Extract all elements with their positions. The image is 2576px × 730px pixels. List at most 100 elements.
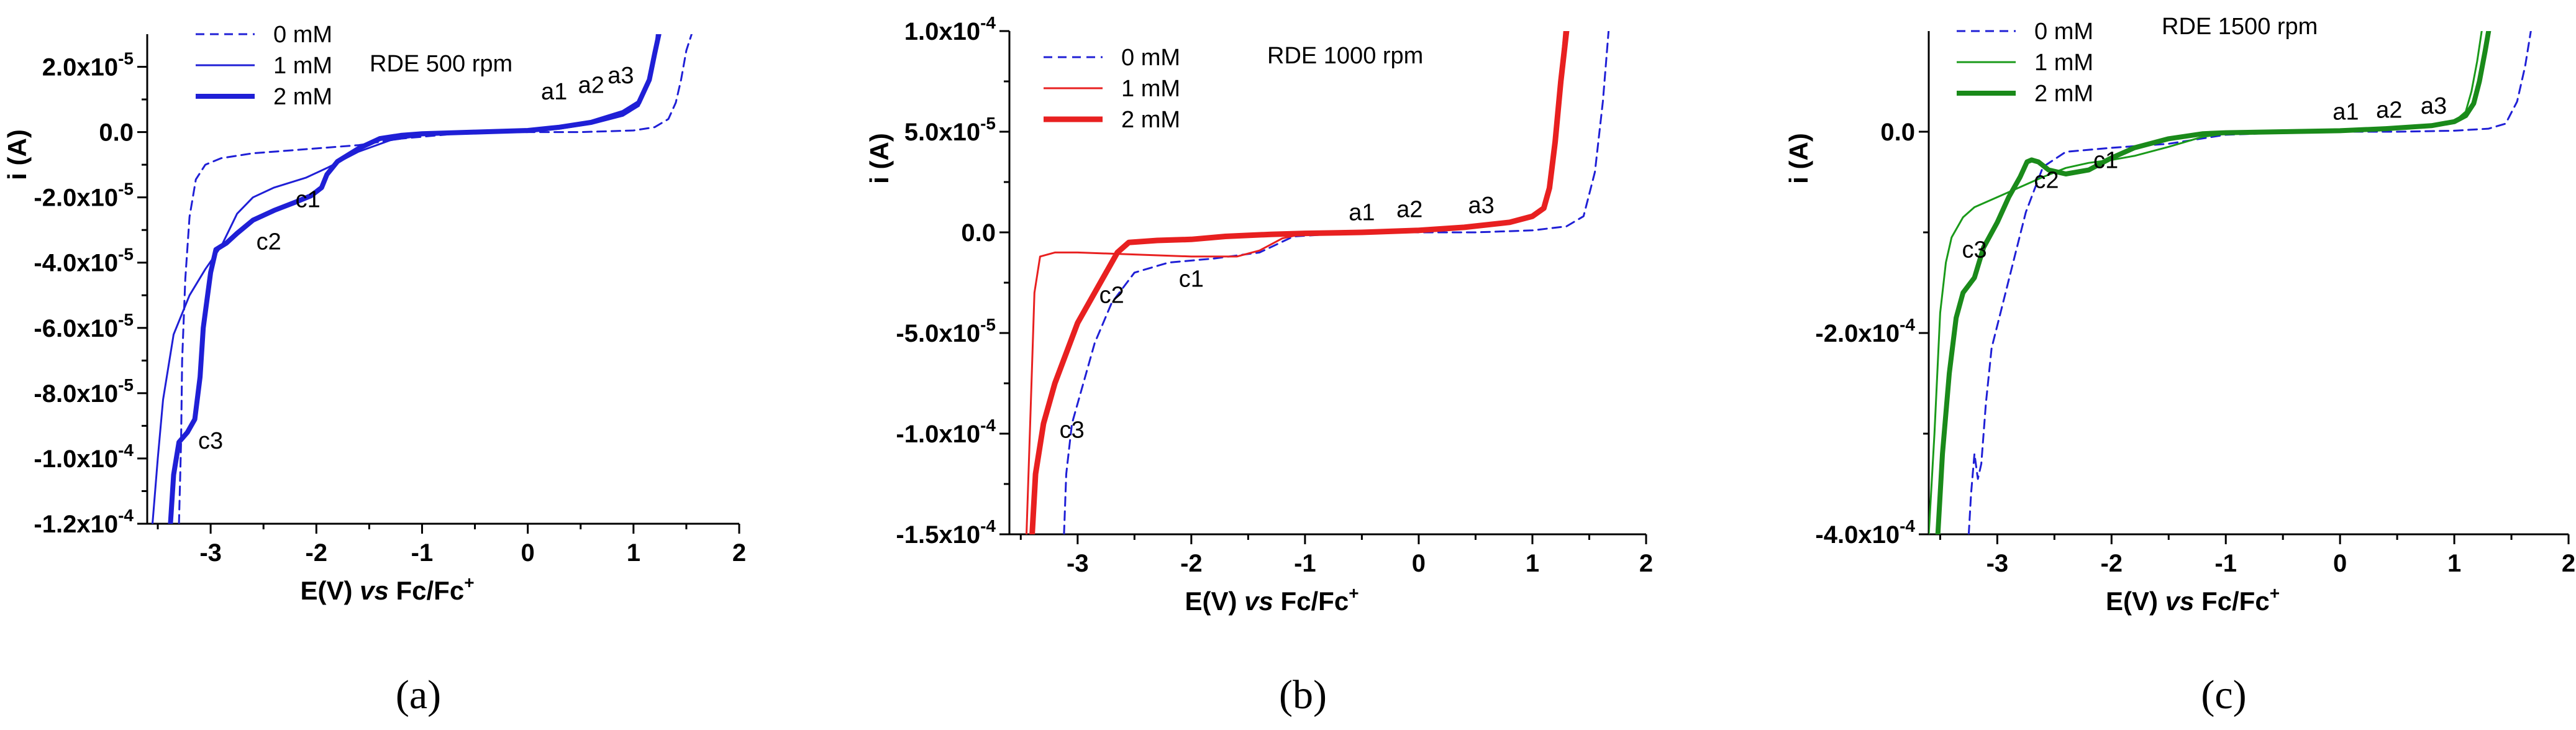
y-tick-label-exponent: -5 [118,245,134,264]
legend-label: 0 mM [1121,45,1180,71]
x-tick-label: 1 [2447,550,2461,577]
x-tick-label: 0 [1412,550,1426,577]
y-axis-title: i (A) [2,129,32,180]
y-tick-label: -2.0x10-4 [1815,315,1915,347]
x-tick-label: -1 [411,539,434,567]
y-tick-label: 1.0x10-4 [904,13,996,45]
y-tick-label-exponent: -4 [118,506,134,525]
y-tick-label-exponent: -4 [980,516,996,536]
y-tick-label: -2.0x10-5 [34,180,134,212]
y-tick-label-exponent: -5 [118,310,134,329]
y-tick-label: -6.0x10-5 [34,310,134,342]
y-tick-label: -1.5x10-4 [896,516,996,549]
x-axis-title: E(V) vs Fc/Fc+ [2106,583,2280,616]
y-tick-label: -1.2x10-4 [34,506,134,538]
peak-annotation: c3 [1060,417,1085,443]
panel-label: (c) [2201,672,2246,718]
peak-annotation: c1 [2093,147,2118,173]
y-tick-label-exponent: -5 [118,375,134,395]
y-tick-label: 5.0x10-5 [904,114,996,146]
x-axis-title-prefix: E(V) [300,576,360,605]
y-axis-title: i (A) [865,133,894,184]
x-axis-title-italic: vs [2165,586,2195,616]
condition-note: RDE 1000 rpm [1267,43,1423,69]
panel-label: (b) [1279,672,1327,718]
peak-annotation: a3 [608,63,634,89]
condition-note: RDE 1500 rpm [2162,14,2318,40]
peak-annotation: a1 [2333,99,2359,125]
x-tick-label: -3 [199,539,222,567]
peak-annotation: a2 [578,73,604,99]
x-axis-title: E(V) vs Fc/Fc+ [300,573,474,605]
series-line-2-mm [1935,31,2492,534]
y-tick-label: 0.0 [1880,119,1915,146]
x-axis-title-italic: vs [360,576,389,605]
y-tick-label-base: -2.0x10 [1815,320,1900,347]
series-line-2-mm [1029,31,1570,534]
legend-label: 2 mM [273,84,332,110]
panel-c: -3 -2 -1 0 1 20.0-2.0x10-4-4.0x10-4i (A)E(V) … [1784,14,2575,718]
legend-label: 0 mM [2034,19,2093,45]
peak-annotation: c2 [257,229,281,255]
y-tick-label-exponent: -4 [1900,516,1915,536]
legend: 0 mM 1 mM 2 mM [1044,45,1180,133]
x-tick-label: -1 [2214,550,2237,577]
y-tick-label: -1.0x10-4 [34,440,134,473]
y-tick-label-exponent: -5 [118,49,134,68]
legend-label: 1 mM [273,53,332,79]
y-tick-label-exponent: -5 [118,180,134,199]
y-tick-label-base: 5.0x10 [904,119,980,146]
peak-annotation: a2 [2376,97,2402,123]
series-line-2-mm [168,34,662,524]
y-tick-label-base: 0.0 [1880,119,1915,146]
peak-annotation: c1 [1179,266,1204,292]
plot-area [1026,31,1610,534]
y-tick-label-base: 1.0x10 [904,18,980,45]
x-tick-label: -2 [2100,550,2123,577]
x-tick-label: -1 [1294,550,1316,577]
x-axis-title-superscript: + [464,573,474,592]
peak-annotation: c1 [296,186,321,212]
peak-annotation: a1 [1349,200,1375,226]
legend-label: 2 mM [1121,107,1180,133]
x-axis-title-suffix: Fc/Fc [2194,586,2269,616]
x-axis-title-suffix: Fc/Fc [1273,586,1349,616]
y-tick-label: -8.0x10-5 [34,375,134,408]
x-axis-title-superscript: + [2270,583,2280,603]
y-tick-label-exponent: -4 [118,440,134,460]
y-tick-label-base: -5.0x10 [896,320,980,347]
x-tick-label: 2 [1639,550,1653,577]
x-tick-label: -3 [1067,550,1089,577]
series-line-1-mm [152,34,658,524]
y-tick-label-base: -1.0x10 [34,445,118,473]
y-tick-label-base: 2.0x10 [42,54,118,81]
x-tick-label: 2 [732,539,746,567]
x-tick-label: 0 [2333,550,2347,577]
legend: 0 mM 1 mM 2 mM [1957,19,2093,107]
legend: 0 mM 1 mM 2 mM [196,22,332,110]
peak-annotation: c3 [1962,237,1987,263]
y-tick-label: -5.0x10-5 [896,315,996,347]
y-tick-label-base: -6.0x10 [34,315,118,342]
y-tick-label-base: -8.0x10 [34,380,118,408]
x-axis-title-suffix: Fc/Fc [389,576,464,605]
x-axis-title-italic: vs [1244,586,1273,616]
x-tick-label: 1 [1526,550,1539,577]
peak-annotation: a1 [541,79,567,105]
y-tick-label-base: -4.0x10 [1815,521,1900,549]
panel-label: (a) [396,672,441,718]
y-axis-title: i (A) [1784,133,1813,184]
y-tick-label-exponent: -5 [980,315,996,334]
series-line-0-mm [1967,31,2532,534]
x-tick-label: -2 [1180,550,1203,577]
series-line-0-mm [178,34,693,524]
x-axis-title-superscript: + [1349,583,1359,603]
panel-a: -3 -2 -1 0 1 22.0x10-50.0-2.0x10-5-4.0x10-5-6… [2,22,746,718]
legend-label: 2 mM [2034,81,2093,107]
y-tick-label-exponent: -4 [980,416,996,435]
y-tick-label-base: -1.0x10 [896,421,980,448]
y-tick-label: 0.0 [961,219,996,247]
y-tick-label-exponent: -5 [980,114,996,133]
x-tick-label: 2 [2562,550,2575,577]
